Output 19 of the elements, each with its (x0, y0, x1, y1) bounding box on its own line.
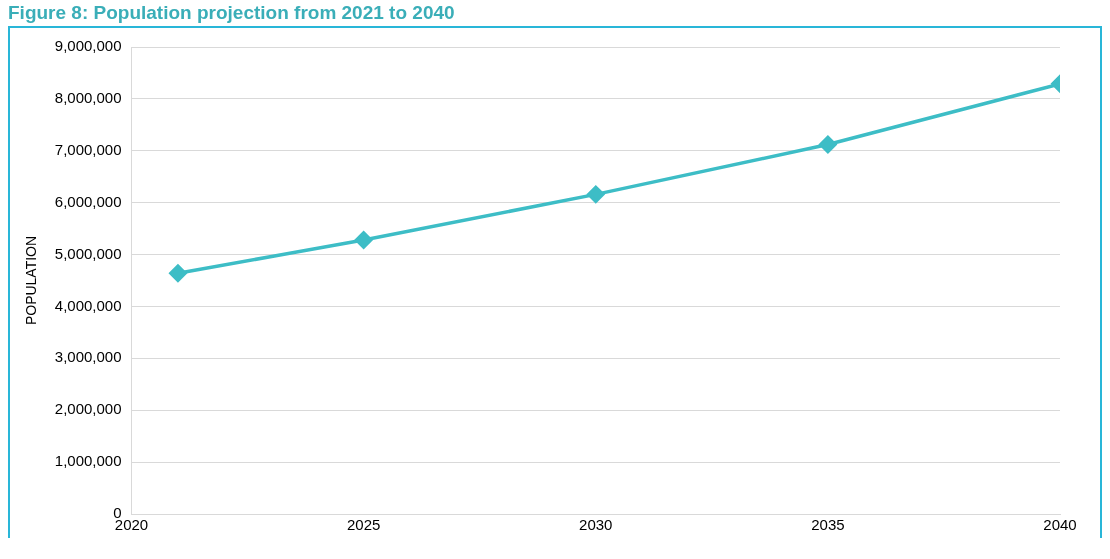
point (819, 135, 837, 154)
x-tick-label: 2025 (346, 516, 381, 534)
x-tick-label: 2040 (1043, 516, 1077, 534)
y-tick-label: 8,000,000 (54, 89, 122, 107)
point (354, 231, 373, 249)
y-tick-label: 6,000,000 (54, 192, 122, 210)
y-tick-label: 5,000,000 (54, 244, 122, 262)
y-tick-label: 9,000,000 (54, 37, 122, 55)
point (587, 185, 605, 204)
chart-title: Figure 8: Population projection from 2021 to 2040 (8, 2, 456, 24)
y-tick-label: 3,000,000 (54, 348, 122, 366)
y-axis-title: POPULATION (23, 235, 40, 326)
y-tick-label: 7,000,000 (54, 140, 122, 158)
y-tick-label: 1,000,000 (54, 452, 122, 470)
y-tick-label: 2,000,000 (54, 400, 122, 418)
point (169, 264, 187, 282)
x-tick-label: 2035 (811, 516, 845, 534)
y-tick-label: 4,000,000 (54, 296, 122, 314)
x-tick-label: 2030 (579, 516, 613, 534)
